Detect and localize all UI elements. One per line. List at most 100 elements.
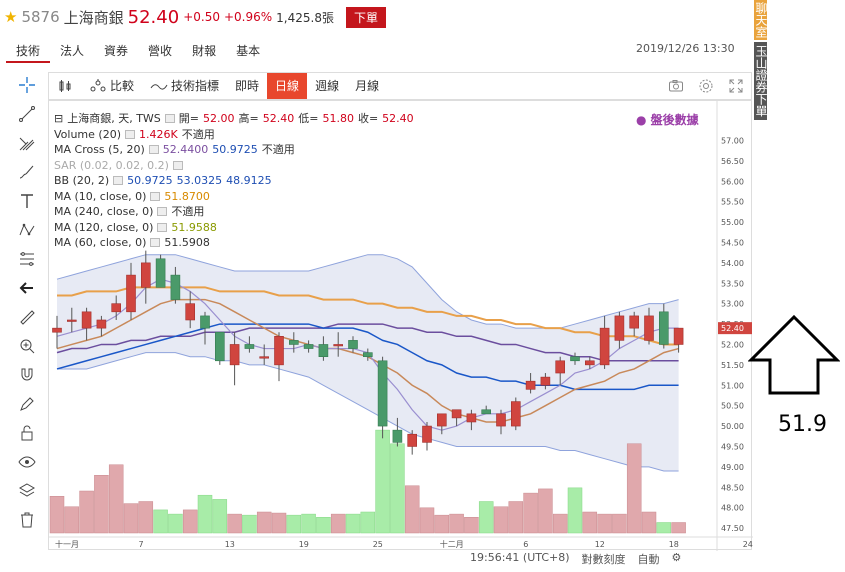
price-tick-label: 50.00 (721, 422, 744, 431)
legend-settings-icon[interactable] (157, 222, 168, 232)
price-tick-label: 48.50 (721, 483, 744, 492)
favorite-star-icon[interactable]: ★ (4, 8, 18, 26)
legend-settings-icon[interactable] (113, 176, 124, 186)
chart-type-button[interactable] (49, 73, 81, 99)
tab-basic[interactable]: 基本 (236, 44, 261, 58)
pitchfork-tool[interactable] (16, 132, 38, 154)
chat-room-tab[interactable]: 聊天室 (754, 0, 768, 40)
legend-value: 53.0325 (176, 174, 223, 187)
legend-row-ma60[interactable]: MA (60, close, 0) 51.5908 (54, 235, 414, 251)
legend-row-volume[interactable]: Volume (20) 1.426K 不適用 (54, 127, 414, 143)
ruler-tool[interactable] (16, 306, 38, 328)
candle-body (141, 262, 151, 288)
candle-body (540, 376, 551, 386)
price-tick-label: 53.00 (721, 300, 744, 309)
price-tick-label: 54.50 (721, 238, 744, 247)
candle-body (436, 413, 447, 427)
footer-gear-icon[interactable]: ⚙ (671, 551, 682, 564)
visibility-tool[interactable] (16, 451, 38, 473)
legend-settings-icon[interactable] (157, 207, 168, 217)
brush-tool[interactable] (16, 161, 38, 183)
legend-row-ma120[interactable]: MA (120, close, 0) 51.9588 (54, 220, 414, 236)
crosshair-tool[interactable] (16, 74, 38, 96)
legend-row-bb[interactable]: BB (20, 2) 50.9725 53.0325 48.9125 (54, 173, 414, 189)
back-tool[interactable] (16, 277, 38, 299)
compare-label: 比較 (110, 79, 135, 93)
tab-financials[interactable]: 財報 (192, 44, 217, 58)
tab-margin[interactable]: 資券 (104, 44, 129, 58)
text-tool[interactable] (16, 190, 38, 212)
tab-institutional[interactable]: 法人 (60, 44, 85, 58)
legend-settings-icon[interactable] (172, 160, 183, 170)
time-tick-label: 十二月 (440, 539, 464, 549)
volume-bar (671, 522, 686, 534)
delete-tool[interactable] (16, 509, 38, 531)
legend-value: 52.4400 (162, 143, 209, 156)
order-button[interactable]: 下單 (345, 6, 386, 28)
interval-monthly[interactable]: 月線 (355, 79, 380, 93)
interval-weekly[interactable]: 週線 (315, 79, 340, 93)
collapse-icon[interactable]: ⊟ (54, 112, 64, 125)
legend-row-ma-cross[interactable]: MA Cross (5, 20) 52.4400 50.9725 不適用 (54, 142, 414, 158)
fullscreen-button[interactable] (721, 73, 751, 99)
chart-canvas[interactable]: 57.00 56.50 56.00 55.50 55.00 54.50 54.00 53.50… (49, 101, 837, 551)
volume-bar (493, 506, 509, 534)
volume-bar (168, 513, 183, 534)
auto-scale-toggle[interactable]: 自動 (637, 553, 660, 566)
tab-revenue[interactable]: 營收 (148, 44, 173, 58)
volume-bar (552, 513, 568, 534)
volume-bar (360, 511, 376, 534)
chart-legend: ⊟ 上海商銀, 天, TWS 開= 52.00 高= 52.40 低= 51.80 收… (54, 111, 414, 251)
interval-realtime[interactable]: 即時 (235, 79, 260, 93)
broker-order-tab[interactable]: 玉山證券下單 (754, 42, 768, 120)
legend-row-ma240[interactable]: MA (240, close, 0) 不適用 (54, 204, 414, 220)
compare-button[interactable]: 比較 (81, 73, 142, 99)
legend-settings-icon[interactable] (148, 145, 159, 155)
candle-body (348, 340, 358, 349)
trendline-tool[interactable] (16, 103, 38, 125)
volume-bar (79, 490, 94, 534)
post-market-text: 盤後數據 (650, 113, 699, 127)
magnet-tool[interactable] (16, 364, 38, 386)
legend-row-ma10[interactable]: MA (10, close, 0) 51.8700 (54, 189, 414, 205)
snapshot-button[interactable] (661, 73, 691, 99)
indicators-button[interactable]: 技術指標 (142, 73, 227, 99)
lock-tool[interactable] (16, 422, 38, 444)
zoom-tool[interactable] (16, 335, 38, 357)
volume-bar (656, 522, 672, 534)
volume-bar (286, 514, 302, 534)
bollinger-lower-line (57, 352, 679, 472)
legend-row-sar[interactable]: SAR (0.02, 0.02, 0.2) (54, 158, 414, 174)
price-chart[interactable]: 57.00 56.50 56.00 55.50 55.00 54.50 54.00 53.50… (48, 100, 837, 551)
fib-tool[interactable] (16, 248, 38, 270)
price-tick-label: 51.00 (721, 381, 744, 390)
legend-value: 不適用 (171, 205, 205, 218)
pencil-tool[interactable] (16, 393, 38, 415)
volume-bar (212, 499, 228, 534)
legend-value: 50.9725 (127, 174, 173, 187)
volume-bar (197, 494, 213, 534)
time-tick-label: 十一月 (55, 539, 79, 549)
candlestick-icon (59, 80, 71, 92)
legend-settings-icon[interactable] (164, 114, 175, 124)
ohlc-low-label: 低= (298, 112, 319, 125)
price-change: +0.50 (183, 10, 220, 24)
interval-daily[interactable]: 日線 (267, 73, 308, 99)
layers-tool[interactable] (16, 480, 38, 502)
volume-bar (227, 513, 242, 534)
last-price-label: 52.40 (721, 324, 744, 333)
legend-settings-icon[interactable] (150, 191, 161, 201)
legend-settings-icon[interactable] (125, 129, 135, 139)
pattern-tool[interactable] (16, 219, 38, 241)
settings-button[interactable] (691, 73, 721, 99)
legend-settings-icon[interactable] (150, 238, 161, 248)
legend-title: 上海商銀, 天, TWS (67, 112, 161, 125)
candle-body (333, 344, 344, 347)
legend-label: Volume (20) (54, 127, 121, 141)
tab-technical[interactable]: 技術 (6, 40, 51, 63)
side-tabs: 聊天室 玉山證券下單 (754, 0, 774, 120)
volume-bar (538, 488, 553, 534)
volume-bar (419, 507, 435, 534)
volume-bar (582, 511, 598, 534)
log-scale-toggle[interactable]: 對數刻度 (581, 553, 626, 566)
